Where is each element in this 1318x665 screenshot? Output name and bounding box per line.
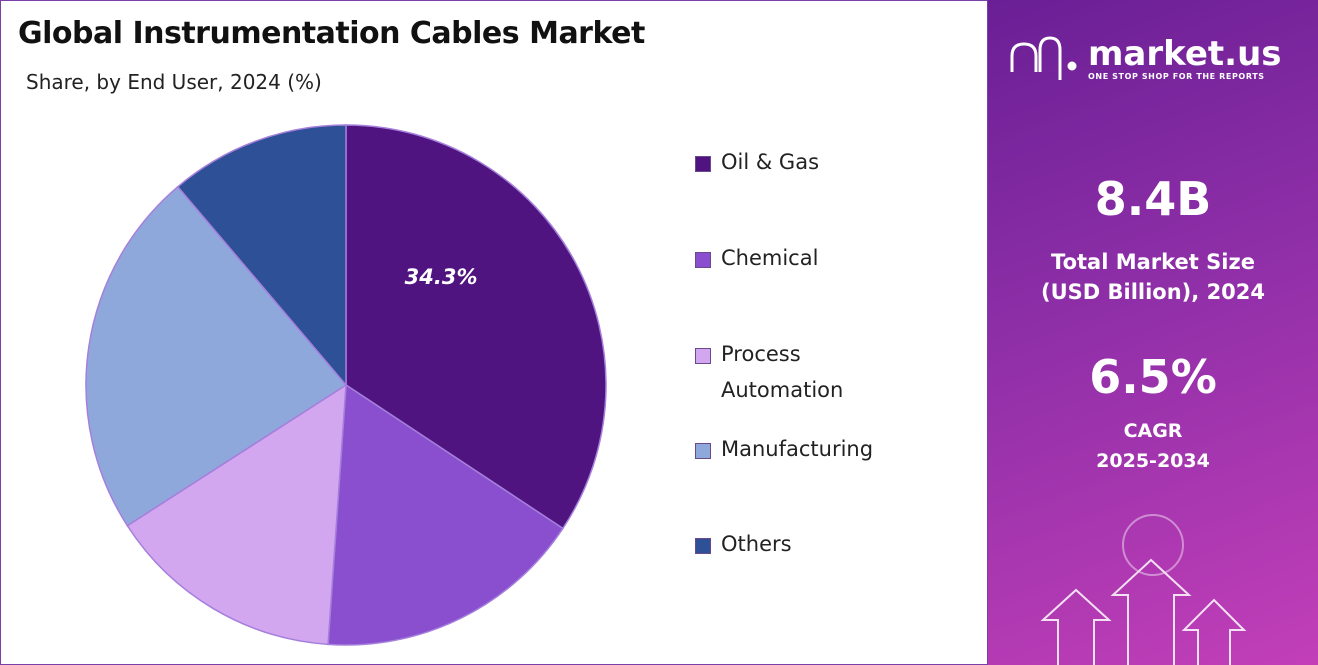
chart-subtitle: Share, by End User, 2024 (%) xyxy=(26,70,322,94)
legend-label: Process Automation xyxy=(721,342,844,402)
legend-item: Chemical xyxy=(695,246,911,276)
legend-label: Others xyxy=(721,532,792,556)
panel-decoration xyxy=(1010,36,1247,665)
info-panel: market.us ONE STOP SHOP FOR THE REPORTS … xyxy=(988,0,1318,665)
legend-item: Process Automation xyxy=(695,342,871,408)
legend-swatch xyxy=(695,443,711,459)
brand: market.us xyxy=(1088,34,1282,74)
chart-title: Global Instrumentation Cables Market xyxy=(18,16,645,51)
market-size-label: Total Market Size xyxy=(1051,250,1255,274)
cagr-label: CAGR xyxy=(1123,420,1183,442)
cagr-value: 6.5% xyxy=(1089,350,1217,404)
legend-swatch xyxy=(695,252,711,268)
data-label: 34.3% xyxy=(405,265,478,289)
cagr-label: 2025-2034 xyxy=(1096,450,1210,472)
legend-item: Oil & Gas xyxy=(695,150,911,180)
market-size-value: 8.4B xyxy=(1094,172,1212,226)
pie-chart: 34.3% xyxy=(85,124,607,646)
pie-slice xyxy=(126,383,347,646)
legend-item: Others xyxy=(695,532,911,562)
arrows-decoration xyxy=(1040,514,1247,665)
market-size-label: (USD Billion), 2024 xyxy=(1040,280,1266,304)
legend-swatch xyxy=(695,538,711,554)
pie-slice xyxy=(176,124,347,388)
pie-slice xyxy=(327,383,564,646)
pie-slice xyxy=(85,185,348,527)
tagline: ONE STOP SHOP FOR THE REPORTS xyxy=(1088,72,1265,81)
legend-label: Oil & Gas xyxy=(721,150,820,174)
legend-item: Manufacturing xyxy=(695,437,911,467)
logo-icon xyxy=(1010,36,1077,80)
legend-swatch xyxy=(695,348,711,364)
legend-label: Chemical xyxy=(721,246,819,270)
legend-swatch xyxy=(695,156,711,172)
legend-label: Manufacturing xyxy=(721,437,874,461)
